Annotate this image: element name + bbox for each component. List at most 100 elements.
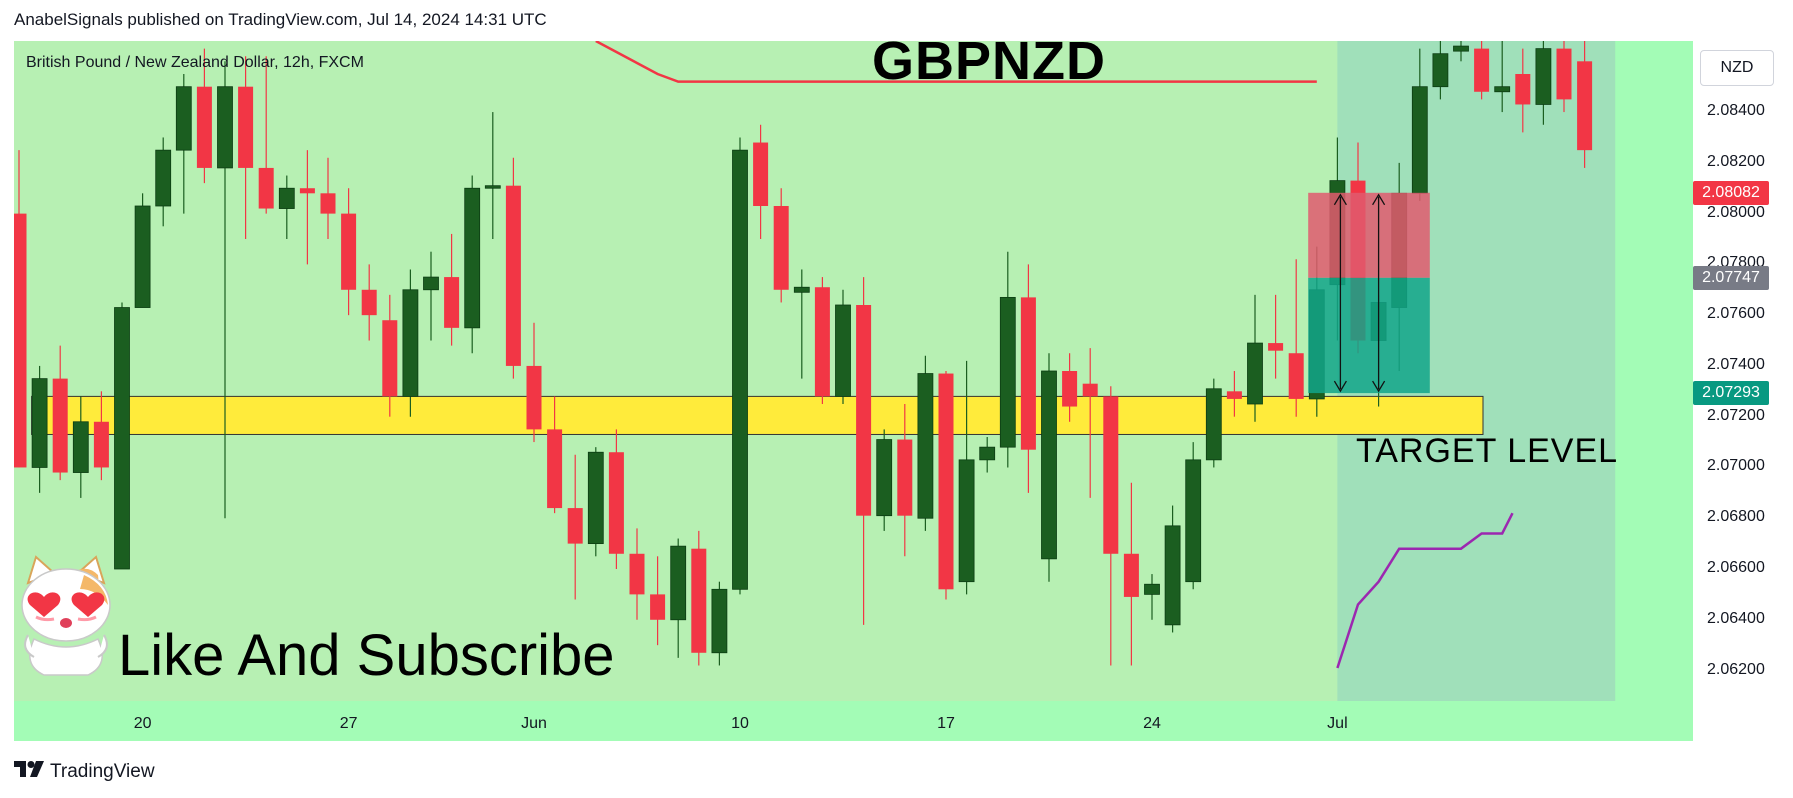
cat-heart-eyes-icon [14, 555, 118, 677]
candle-body [1556, 48, 1572, 100]
candle-body [1144, 583, 1160, 595]
candle-body [444, 277, 460, 328]
candle-body [1062, 371, 1078, 407]
candle-body [999, 296, 1016, 448]
candle-body [1041, 370, 1057, 560]
candle-body [278, 187, 295, 209]
candle-body [732, 149, 748, 590]
candle-body [958, 459, 975, 583]
candle-body [258, 167, 274, 209]
currency-selector[interactable]: NZD [1700, 50, 1774, 86]
resistance-line [595, 41, 1317, 83]
time-tick: 27 [339, 715, 358, 732]
price-tick: 2.06200 [1707, 660, 1765, 678]
candle-body [31, 378, 48, 468]
candle-body [1515, 74, 1531, 105]
candle-body [1185, 459, 1202, 583]
candle-body [753, 142, 769, 206]
candle-body [1205, 388, 1222, 461]
price-tick: 2.06400 [1707, 609, 1765, 627]
like-subscribe-text: Like And Subscribe [118, 623, 615, 688]
candle-body [93, 421, 109, 468]
candle-body [587, 451, 604, 545]
price-tag: 2.07747 [1693, 265, 1769, 290]
candle-body [1020, 297, 1036, 450]
target-level-label: TARGET LEVEL [1356, 432, 1619, 470]
candle-body [175, 86, 192, 151]
stop-loss-zone [1308, 192, 1430, 278]
candle-body [526, 365, 542, 430]
price-tick: 2.07000 [1707, 457, 1765, 475]
candle-body [1288, 353, 1304, 399]
price-tick: 2.08000 [1707, 203, 1765, 221]
candle-body [484, 185, 501, 189]
chart-title: GBPNZD [872, 31, 1106, 91]
candle-body [814, 287, 830, 397]
price-tag: 2.08082 [1693, 180, 1769, 205]
price-tick: 2.07200 [1707, 406, 1765, 424]
candle-body [835, 304, 851, 397]
candle-body [547, 429, 563, 509]
price-tag: 2.07293 [1693, 381, 1769, 406]
candlestick-chart[interactable] [14, 41, 1693, 741]
candle-body [1268, 343, 1284, 351]
candle-body [876, 439, 893, 517]
time-tick: Jul [1327, 715, 1348, 732]
candle-body [505, 185, 521, 366]
candle-body [1474, 48, 1490, 92]
arrow-head-up [1333, 193, 1347, 206]
publication-header: AnabelSignals published on TradingView.c… [14, 10, 547, 29]
price-tick: 2.07600 [1707, 305, 1765, 323]
candle-body [196, 86, 212, 168]
time-tick: 20 [133, 715, 152, 732]
candle-body [1103, 396, 1119, 554]
price-tick: 2.08400 [1707, 102, 1765, 120]
candle-body [217, 86, 233, 169]
candle-body [979, 446, 996, 461]
candle-body [72, 421, 89, 473]
time-tick: 10 [731, 715, 749, 732]
candle-body [567, 508, 583, 544]
candle-body [773, 206, 789, 290]
time-tick: Jun [521, 715, 547, 732]
candle-body [382, 320, 398, 397]
candle-body [155, 149, 172, 207]
candle-body [711, 588, 728, 654]
candle-body [1411, 86, 1428, 194]
candle-body [1577, 61, 1593, 151]
candle-body [1123, 553, 1139, 597]
candle-body [1226, 391, 1242, 399]
support-line [1336, 512, 1514, 669]
candle-body [897, 439, 913, 516]
candle-body [691, 548, 707, 653]
candle-body [361, 289, 377, 316]
target-band [31, 395, 1484, 435]
candle-body [938, 373, 954, 590]
candle-body [917, 373, 934, 519]
time-tick: 17 [937, 715, 955, 732]
candle-body [1535, 48, 1552, 105]
candle-body [629, 553, 645, 595]
arrow-head-down [1372, 380, 1386, 393]
footer[interactable]: TradingView [14, 760, 155, 783]
chart-area[interactable] [14, 41, 1693, 741]
time-tick: 24 [1143, 715, 1161, 732]
candle-body [1432, 53, 1449, 88]
candle-body [52, 378, 68, 473]
footer-brand: TradingView [50, 760, 155, 782]
tradingview-logo-icon [14, 760, 44, 783]
candle-body [14, 213, 27, 468]
candle-body [464, 187, 481, 329]
candle-body [793, 286, 810, 293]
candle-body [320, 193, 336, 214]
price-tick: 2.06600 [1707, 559, 1765, 576]
candle-body [1164, 525, 1181, 626]
arrow-head-down [1333, 380, 1347, 393]
take-profit-zone [1308, 277, 1430, 394]
price-tick: 2.08200 [1707, 152, 1765, 170]
arrow-head-up [1372, 193, 1386, 206]
candle-body [1082, 383, 1098, 397]
candle-body [1494, 86, 1511, 93]
candle-body [423, 276, 439, 291]
symbol-description: British Pound / New Zealand Dollar, 12h,… [26, 54, 364, 71]
